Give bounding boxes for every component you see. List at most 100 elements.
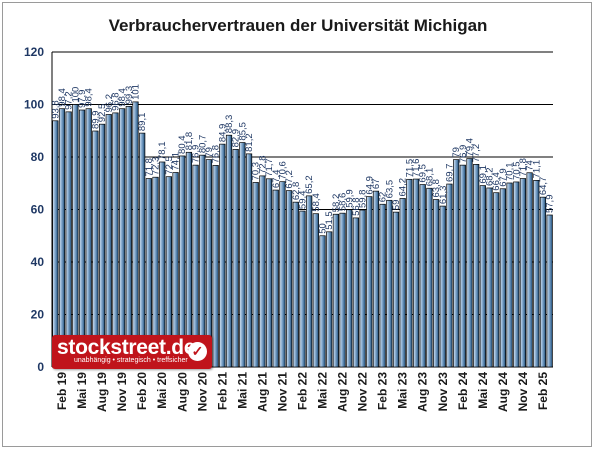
- bar: [332, 213, 339, 368]
- data-label: 59,4: [298, 191, 309, 210]
- data-label: 77,2: [471, 144, 482, 163]
- data-label: 68,2: [485, 167, 496, 186]
- x-tick-label: Nov 22: [356, 372, 370, 412]
- bar: [292, 201, 299, 368]
- bar: [513, 181, 520, 368]
- bar: [426, 187, 433, 368]
- x-tick-label: Feb 24: [456, 372, 470, 410]
- data-label: 71,7: [264, 158, 275, 177]
- data-label: 72,3: [151, 157, 162, 176]
- data-label: 71,6: [411, 159, 422, 178]
- data-label: 76,9: [191, 145, 202, 164]
- data-label: 81,2: [244, 133, 255, 152]
- bar: [312, 213, 319, 368]
- data-label: 82,9: [231, 129, 242, 148]
- data-label: 78,1: [157, 141, 168, 160]
- bar: [453, 159, 460, 368]
- x-tick-label: Aug 19: [95, 372, 109, 412]
- data-label: 58,4: [311, 193, 322, 212]
- x-tick-label: Aug 23: [416, 372, 430, 412]
- x-tick-label: Aug 20: [175, 372, 189, 412]
- y-tick-label: 40: [31, 255, 45, 269]
- data-label: 62: [378, 192, 389, 203]
- data-label: 84,9: [217, 124, 228, 143]
- bar: [546, 214, 553, 368]
- data-label: 59,8: [358, 190, 369, 209]
- bar: [306, 195, 313, 368]
- x-tick-label: Mai 19: [75, 372, 89, 409]
- logo-tagline: unabhängig • strategisch • treffsicher: [74, 357, 188, 364]
- y-tick-label: 80: [31, 150, 45, 164]
- bar: [119, 108, 126, 368]
- x-tick-label: Nov 20: [195, 372, 209, 412]
- data-label: 98,4: [84, 88, 95, 107]
- bar: [319, 235, 326, 368]
- data-label: 62,8: [291, 182, 302, 201]
- data-label: 92,5: [97, 104, 108, 123]
- x-tick-label: Feb 23: [376, 372, 390, 410]
- y-tick-label: 60: [31, 203, 45, 217]
- bar: [386, 199, 393, 368]
- x-tick-label: Aug 22: [336, 372, 350, 412]
- data-label: 80,4: [177, 135, 188, 154]
- bar: [346, 209, 353, 368]
- data-label: 93,8: [50, 100, 61, 119]
- data-label: 89,1: [137, 113, 148, 132]
- x-tick-label: Feb 19: [55, 372, 69, 410]
- bar: [212, 165, 219, 368]
- data-label: 68,1: [424, 168, 435, 187]
- data-label: 80,7: [197, 135, 208, 154]
- bar: [439, 205, 446, 368]
- data-label: 101: [131, 84, 142, 100]
- x-tick-label: Mai 20: [155, 372, 169, 409]
- data-label: 61,3: [438, 186, 449, 205]
- bar: [252, 182, 259, 368]
- bar: [272, 189, 279, 368]
- data-label: 88,3: [224, 115, 235, 134]
- x-tick-label: Nov 24: [516, 372, 530, 412]
- data-label: 71,1: [531, 160, 542, 179]
- data-label: 74,1: [171, 152, 182, 171]
- bar: [459, 164, 466, 368]
- data-label: 50: [318, 223, 329, 234]
- x-tick-label: Mai 22: [316, 372, 330, 409]
- bar: [366, 196, 373, 368]
- data-label: 63,5: [384, 180, 395, 199]
- data-label: 69,7: [444, 164, 455, 183]
- bar: [339, 212, 346, 368]
- data-label: 51,5: [324, 211, 335, 230]
- data-label: 63,8: [431, 179, 442, 198]
- y-axis-ticks: 0 20 40 60 80 100 120: [24, 45, 44, 374]
- data-label: 58,2: [331, 194, 342, 213]
- bar: [412, 178, 420, 368]
- bar: [266, 178, 273, 368]
- data-label: 97,2: [64, 91, 75, 110]
- data-label: 56,8: [351, 197, 362, 216]
- bar: [493, 192, 500, 368]
- data-label: 79: [451, 147, 462, 158]
- data-label: 71,8: [518, 158, 529, 177]
- data-label: 76,9: [458, 145, 469, 164]
- bar: [392, 211, 400, 368]
- data-label: 57,9: [545, 195, 556, 214]
- bar: [125, 105, 132, 368]
- y-tick-label: 100: [24, 98, 44, 112]
- bar: [486, 187, 493, 368]
- x-tick-label: Nov 19: [115, 372, 129, 412]
- data-label: 67,9: [498, 168, 509, 187]
- bar: [433, 199, 440, 368]
- bars: [52, 101, 553, 368]
- data-label: 100: [70, 87, 81, 103]
- bar: [406, 178, 413, 368]
- bar: [379, 203, 386, 368]
- data-label: 76,8: [211, 145, 222, 164]
- bar: [539, 196, 547, 368]
- data-label: 99,3: [124, 86, 135, 105]
- bar: [78, 109, 86, 368]
- logo-wordmark: stockstreet.de: [57, 336, 196, 359]
- bar: [132, 101, 139, 368]
- bar: [245, 153, 253, 368]
- x-tick-label: Nov 21: [275, 372, 289, 412]
- bar: [519, 178, 527, 368]
